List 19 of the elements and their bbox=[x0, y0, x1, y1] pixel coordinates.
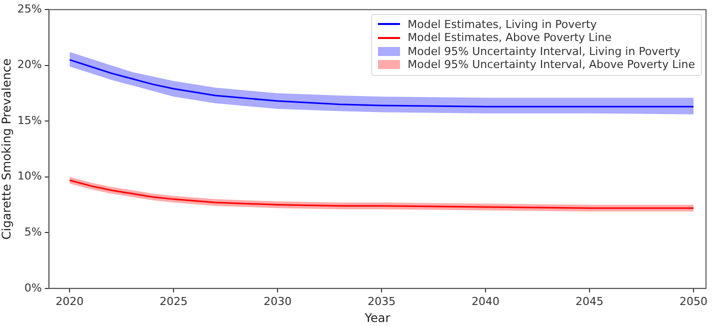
annotation: Model 95% Uncertainty Interval, Living in Poverty bbox=[408, 44, 680, 58]
x-tick-label: 2030 bbox=[264, 294, 292, 308]
y-tick-label: 25% bbox=[17, 2, 42, 16]
y-tick-label: 5% bbox=[24, 226, 42, 238]
x-tick-label: 2025 bbox=[160, 294, 188, 308]
x-tick-label: 2050 bbox=[680, 294, 708, 308]
x-tick-label: 2040 bbox=[472, 294, 500, 308]
legend-label: Model Estimates, Above Poverty Line bbox=[408, 31, 612, 44]
y-tick-label: 10% bbox=[17, 170, 42, 183]
y-tick-label: 20% bbox=[17, 58, 42, 72]
y-axis-title: Cigarette Smoking Prevalence bbox=[0, 58, 14, 240]
annotation: Model 95% Uncertainty Interval, Above Poverty Line bbox=[408, 58, 695, 72]
legend-label: Model Estimates, Living in Poverty bbox=[408, 18, 597, 31]
x-tick-label: 2020 bbox=[56, 294, 84, 308]
y-tick-label: 0% bbox=[24, 281, 42, 294]
y-tick-label: 15% bbox=[17, 114, 42, 127]
x-tick-label: 2045 bbox=[576, 294, 604, 308]
x-tick-label: 2035 bbox=[368, 294, 396, 308]
x-axis-title: Year bbox=[364, 310, 390, 325]
